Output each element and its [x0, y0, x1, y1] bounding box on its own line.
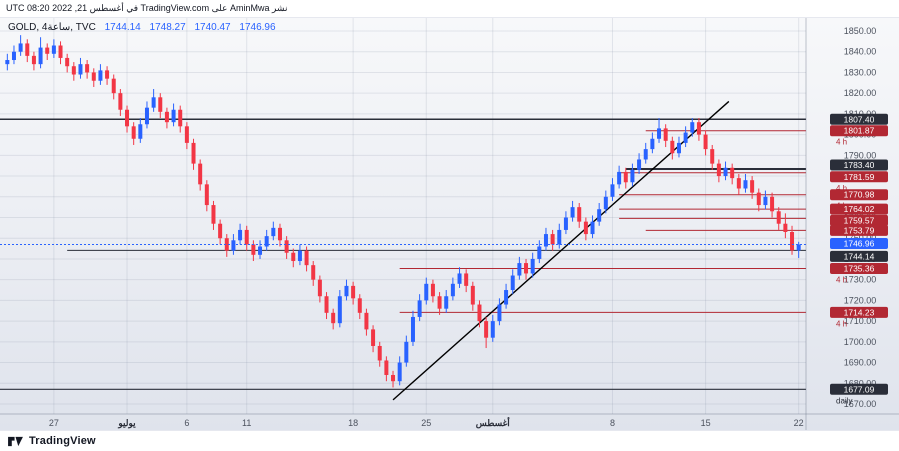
- tradingview-logo[interactable]: [8, 435, 23, 448]
- candlestick-series[interactable]: [5, 35, 801, 388]
- attribution-bar: نشر AminMwa على TradingView.com في أغسطس…: [0, 0, 899, 18]
- chart-canvas[interactable]: 1850.001840.001830.001820.001810.001800.…: [0, 18, 899, 430]
- price-badges: 1807.40daily1801.874 h1783.40daily1781.5…: [830, 113, 888, 405]
- legend-low: 1740.47: [194, 22, 231, 33]
- grid: [0, 18, 806, 414]
- svg-text:1764.02: 1764.02: [844, 204, 875, 214]
- svg-text:يوليو: يوليو: [117, 418, 136, 429]
- svg-text:1759.57: 1759.57: [844, 215, 875, 225]
- svg-text:1680.00: 1680.00: [844, 378, 877, 388]
- svg-text:1670.00: 1670.00: [844, 399, 877, 409]
- svg-text:4 h: 4 h: [836, 184, 847, 193]
- attribution-text: نشر AminMwa على TradingView.com في أغسطس…: [6, 3, 288, 13]
- svg-text:25: 25: [421, 418, 431, 428]
- chart-area[interactable]: 1850.001840.001830.001820.001810.001800.…: [0, 18, 899, 430]
- svg-text:1850.00: 1850.00: [844, 26, 877, 36]
- svg-text:1744.14: 1744.14: [844, 251, 875, 261]
- svg-text:6: 6: [184, 418, 189, 428]
- svg-text:1714.23: 1714.23: [844, 307, 875, 317]
- svg-text:1720.00: 1720.00: [844, 295, 877, 305]
- footer-bar: TradingView: [0, 430, 899, 451]
- svg-text:11: 11: [242, 418, 251, 428]
- svg-text:18: 18: [348, 418, 358, 428]
- svg-text:1807.40: 1807.40: [844, 114, 875, 124]
- svg-text:1735.36: 1735.36: [844, 264, 875, 274]
- svg-text:1790.00: 1790.00: [844, 150, 877, 160]
- svg-text:1820.00: 1820.00: [844, 88, 877, 98]
- svg-text:1746.96: 1746.96: [844, 239, 875, 249]
- symbol-title: GOLD, 4ساعة, TVC: [8, 22, 96, 33]
- svg-text:8: 8: [610, 418, 615, 428]
- svg-text:1781.59: 1781.59: [844, 172, 875, 182]
- svg-text:22: 22: [794, 418, 804, 428]
- svg-text:1770.98: 1770.98: [844, 190, 875, 200]
- svg-text:4 h: 4 h: [836, 319, 847, 328]
- svg-text:15: 15: [701, 418, 711, 428]
- tradingview-logo-icon: [8, 436, 23, 446]
- legend-open: 1744.14: [104, 22, 141, 33]
- svg-text:27: 27: [49, 418, 59, 428]
- symbol-legend[interactable]: GOLD, 4ساعة, TVC 1744.14 1748.27 1740.47…: [8, 22, 276, 33]
- svg-text:1710.00: 1710.00: [844, 316, 877, 326]
- svg-text:4 h: 4 h: [836, 138, 847, 147]
- svg-text:1783.40: 1783.40: [844, 160, 875, 170]
- svg-text:1753.79: 1753.79: [844, 225, 875, 235]
- svg-text:daily: daily: [836, 396, 852, 405]
- svg-text:4 h: 4 h: [836, 276, 847, 285]
- svg-text:أغسطس: أغسطس: [476, 416, 511, 429]
- svg-text:1700.00: 1700.00: [844, 337, 877, 347]
- svg-text:1690.00: 1690.00: [844, 358, 877, 368]
- legend-high: 1748.27: [149, 22, 186, 33]
- svg-text:1801.87: 1801.87: [844, 126, 875, 136]
- svg-text:1830.00: 1830.00: [844, 67, 877, 77]
- price-level-lines: [0, 118, 806, 390]
- time-axis[interactable]: 27 يوليو 6 11 18 25 أغسطس 8 15 22: [49, 416, 804, 429]
- tradingview-brand-text[interactable]: TradingView: [29, 435, 96, 447]
- legend-close: 1746.96: [239, 22, 276, 33]
- svg-text:1730.00: 1730.00: [844, 275, 877, 285]
- svg-text:1677.09: 1677.09: [844, 384, 875, 394]
- svg-text:1840.00: 1840.00: [844, 47, 877, 57]
